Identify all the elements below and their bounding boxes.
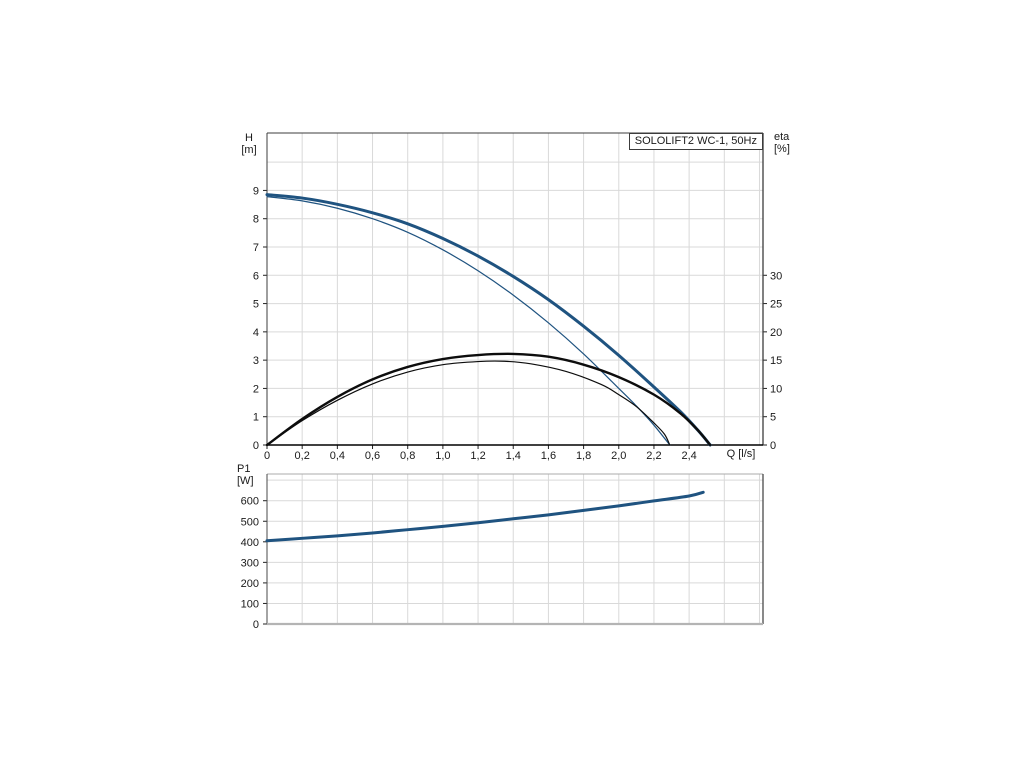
head-curve-thin	[266, 196, 671, 446]
p1-axis-label-unit: [W]	[237, 475, 254, 487]
x-tick-label: 1,2	[470, 450, 485, 462]
y-tick-label: 100	[241, 598, 259, 610]
y2-tick-label: 30	[770, 270, 782, 282]
pump-type-title-box: SOLOLIFT2 WC-1, 50Hz	[628, 133, 763, 150]
x-tick-label: 2,2	[646, 450, 661, 462]
x-tick-label: 0,6	[365, 450, 380, 462]
eta-curve-thick	[265, 352, 712, 447]
y-tick-label: 500	[241, 516, 259, 528]
eta-curve-thin	[266, 360, 671, 446]
y-tick-label: 1	[253, 412, 259, 424]
eta-axis-label-symbol: eta	[774, 131, 790, 143]
h-axis-label: H [m]	[234, 132, 264, 156]
y-tick-label: 600	[241, 496, 259, 508]
y-tick-label: 0	[253, 440, 259, 452]
y-tick-label: 5	[253, 299, 259, 311]
x-tick-label: 1,8	[576, 450, 591, 462]
p1-axis-label-symbol: P1	[237, 463, 251, 475]
y-tick-label: 8	[253, 214, 259, 226]
x-tick-label: 0,8	[400, 450, 415, 462]
p1-curve	[265, 490, 705, 543]
x-tick-label: 0	[264, 450, 270, 462]
h-axis-label-unit: [m]	[241, 144, 257, 156]
x-tick-label: 1,0	[435, 450, 450, 462]
x-tick-label: 2,0	[611, 450, 626, 462]
eta-axis-label: eta [%]	[770, 131, 810, 155]
y-tick-label: 300	[241, 557, 259, 569]
y-tick-label: 0	[253, 619, 259, 631]
y-tick-label: 2	[253, 383, 259, 395]
y2-tick-label: 15	[770, 355, 782, 367]
y2-tick-label: 25	[770, 299, 782, 311]
q-axis-label: Q [l/s]	[726, 448, 756, 460]
x-tick-label: 2,4	[681, 450, 696, 462]
y-tick-label: 4	[253, 327, 259, 339]
y-tick-label: 7	[253, 242, 259, 254]
y2-tick-label: 5	[770, 412, 776, 424]
eta-axis-label-unit: [%]	[774, 143, 790, 155]
x-tick-label: 0,4	[330, 450, 345, 462]
y2-tick-label: 10	[770, 383, 782, 395]
y-tick-label: 200	[241, 578, 259, 590]
head-curve-thick	[265, 193, 712, 447]
h-axis-label-symbol: H	[245, 132, 253, 144]
x-tick-label: 1,6	[541, 450, 556, 462]
y-tick-label: 400	[241, 537, 259, 549]
y-tick-label: 3	[253, 355, 259, 367]
y-tick-label: 9	[253, 185, 259, 197]
x-tick-label: 1,4	[506, 450, 521, 462]
y-tick-label: 6	[253, 270, 259, 282]
p1-axis-label: P1 [W]	[237, 463, 277, 487]
y2-tick-label: 20	[770, 327, 782, 339]
x-tick-label: 0,2	[295, 450, 310, 462]
y2-tick-label: 0	[770, 440, 776, 452]
